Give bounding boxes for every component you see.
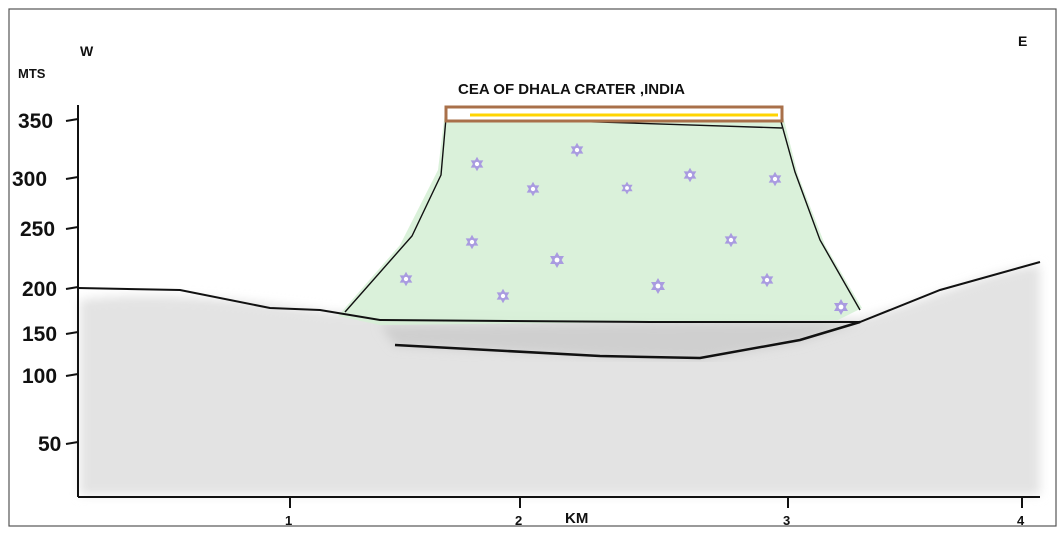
y-tick-label: 200 xyxy=(22,278,57,301)
title: CEA OF DHALA CRATER ,INDIA xyxy=(458,81,685,98)
frame xyxy=(8,8,1057,527)
y-tick-label: 300 xyxy=(12,168,47,191)
y-tick xyxy=(65,286,79,290)
y-tick xyxy=(65,441,79,445)
y-tick xyxy=(65,176,79,180)
y-tick xyxy=(65,226,79,230)
y-tick xyxy=(65,373,79,377)
y-tick-label: 50 xyxy=(38,433,61,456)
y-axis-label: MTS xyxy=(18,66,46,81)
y-tick xyxy=(65,331,79,335)
x-tick-label: 1 xyxy=(285,513,292,528)
east-label: E xyxy=(1018,33,1027,49)
west-label: W xyxy=(80,43,94,59)
x-tick-label: 2 xyxy=(515,513,522,528)
x-tick-label: 3 xyxy=(783,513,790,528)
x-axis-label: KM xyxy=(565,510,588,527)
y-tick xyxy=(65,118,79,122)
y-tick-label: 100 xyxy=(22,365,57,388)
x-tick-label: 4 xyxy=(1017,513,1025,528)
crater-rim xyxy=(338,112,862,325)
y-tick-label: 350 xyxy=(18,110,53,133)
y-tick-label: 150 xyxy=(22,323,57,346)
y-tick-label: 250 xyxy=(20,218,55,241)
